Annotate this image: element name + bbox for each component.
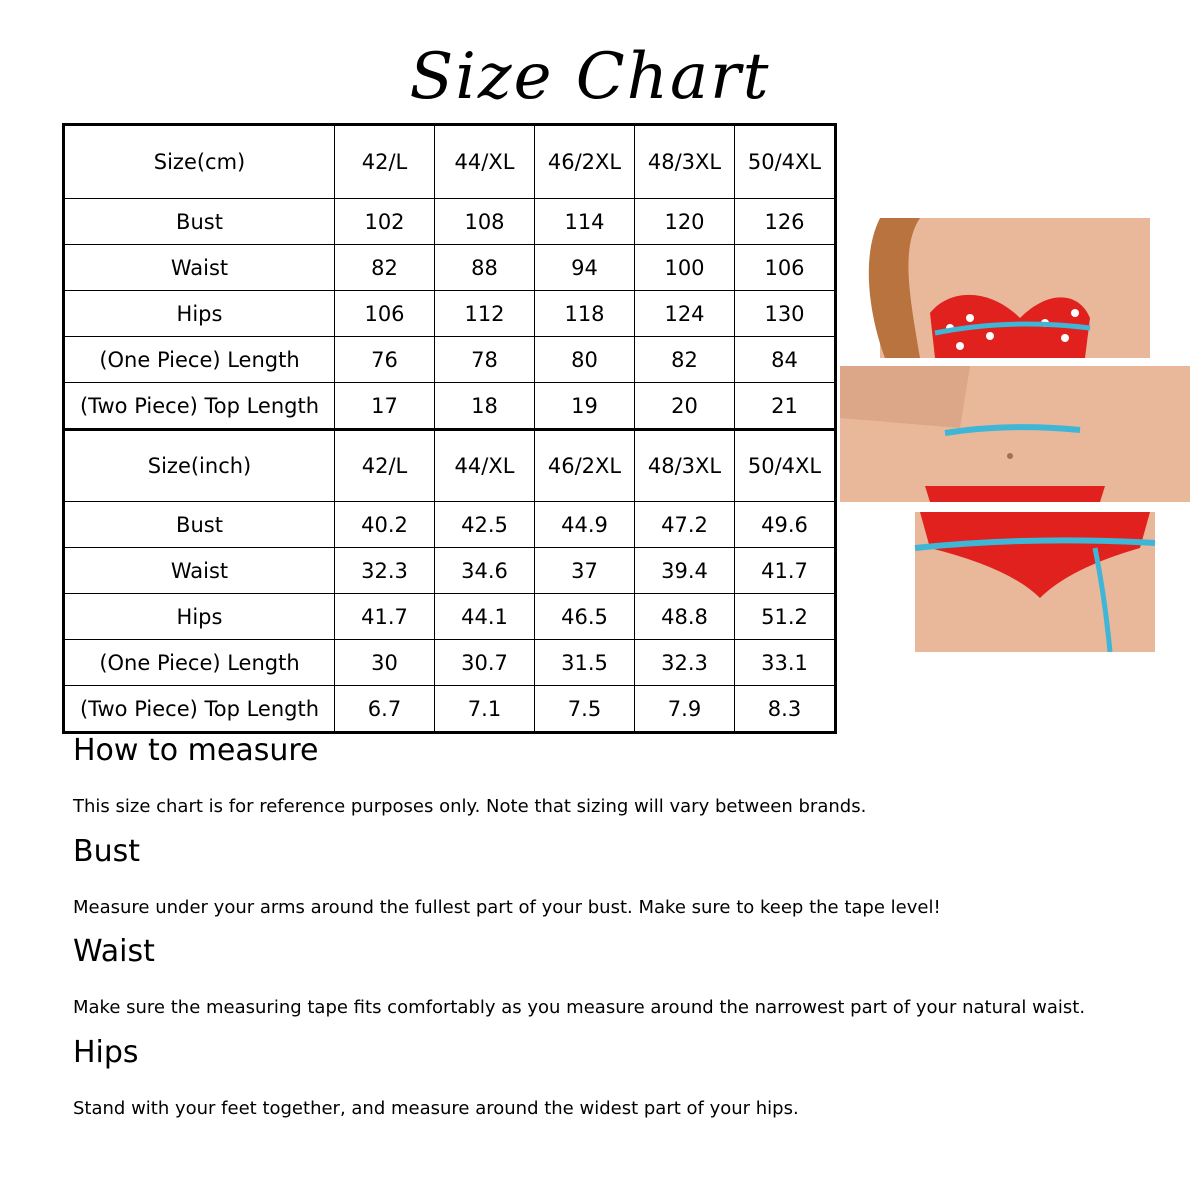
measurement-value: 7.9 [634, 685, 735, 733]
measurement-label: Waist [63, 244, 335, 291]
measurement-label: Waist [63, 547, 335, 594]
size-column-header: 42/L [334, 428, 435, 502]
measurement-label: (One Piece) Length [63, 336, 335, 383]
waist-heading: Waist [73, 934, 155, 969]
measurement-value: 30 [334, 639, 435, 686]
bust-text: Measure under your arms around the fulle… [73, 897, 941, 918]
hips-photo [914, 512, 1156, 653]
measurement-value: 84 [734, 336, 836, 383]
measurement-value: 18 [434, 382, 535, 430]
measurement-value: 48.8 [634, 593, 735, 640]
bust-heading: Bust [73, 834, 140, 869]
measurement-value: 34.6 [434, 547, 535, 594]
table-row: (Two Piece) Top Length 6.7 7.1 7.5 7.9 8.3 [63, 685, 836, 733]
measurement-value: 49.6 [734, 501, 836, 548]
measurement-label: Bust [63, 501, 335, 548]
measurement-value: 80 [534, 336, 635, 383]
measurement-label: Hips [63, 593, 335, 640]
measurement-value: 32.3 [634, 639, 735, 686]
model-illustration [840, 218, 1190, 653]
size-column-header: 46/2XL [534, 428, 635, 502]
size-column-header: 48/3XL [634, 428, 735, 502]
measurement-value: 76 [334, 336, 435, 383]
measurement-value: 7.5 [534, 685, 635, 733]
size-column-header: 44/XL [434, 124, 535, 199]
measurement-value: 41.7 [734, 547, 836, 594]
measurement-value: 51.2 [734, 593, 836, 640]
table-row: (One Piece) Length 76 78 80 82 84 [63, 336, 836, 383]
measurement-label: (Two Piece) Top Length [63, 382, 335, 430]
hips-heading: Hips [73, 1035, 139, 1070]
measurement-value: 108 [434, 198, 535, 245]
measurement-photo [840, 218, 1190, 653]
measurement-label: Bust [63, 198, 335, 245]
table-header-row: Size(inch) 42/L 44/XL 46/2XL 48/3XL 50/4XL [63, 428, 836, 502]
size-column-header: 42/L [334, 124, 435, 199]
size-column-header: 46/2XL [534, 124, 635, 199]
measurement-value: 88 [434, 244, 535, 291]
measurement-value: 82 [634, 336, 735, 383]
table-row: Bust 102 108 114 120 126 [63, 198, 836, 245]
measurement-value: 39.4 [634, 547, 735, 594]
table-row: Waist 82 88 94 100 106 [63, 244, 836, 291]
measurement-value: 102 [334, 198, 435, 245]
size-column-header: 48/3XL [634, 124, 735, 199]
measurement-label: (Two Piece) Top Length [63, 685, 335, 733]
measurement-value: 31.5 [534, 639, 635, 686]
measurement-value: 42.5 [434, 501, 535, 548]
measurement-value: 30.7 [434, 639, 535, 686]
measurement-value: 78 [434, 336, 535, 383]
measurement-value: 82 [334, 244, 435, 291]
measurement-value: 17 [334, 382, 435, 430]
measurement-value: 106 [734, 244, 836, 291]
measurement-value: 126 [734, 198, 836, 245]
waist-text: Make sure the measuring tape fits comfor… [73, 997, 1086, 1018]
size-table: Size(cm) 42/L 44/XL 46/2XL 48/3XL 50/4XL Bust 1… [62, 123, 837, 734]
measurement-value: 114 [534, 198, 635, 245]
table-header-row: Size(cm) 42/L 44/XL 46/2XL 48/3XL 50/4XL [63, 124, 836, 199]
measurement-value: 40.2 [334, 501, 435, 548]
measurement-value: 124 [634, 290, 735, 337]
table-row: (One Piece) Length 30 30.7 31.5 32.3 33.1 [63, 639, 836, 686]
measurement-value: 44.9 [534, 501, 635, 548]
hips-text: Stand with your feet together, and measu… [73, 1098, 799, 1119]
page-title: Size Chart [409, 40, 771, 114]
measurement-value: 94 [534, 244, 635, 291]
measurement-value: 120 [634, 198, 735, 245]
measurement-value: 41.7 [334, 593, 435, 640]
measurement-value: 130 [734, 290, 836, 337]
measurement-value: 37 [534, 547, 635, 594]
table-row: (Two Piece) Top Length 17 18 19 20 21 [63, 382, 836, 430]
unit-header: Size(cm) [63, 124, 335, 199]
measurement-value: 47.2 [634, 501, 735, 548]
measurement-value: 19 [534, 382, 635, 430]
table-row: Waist 32.3 34.6 37 39.4 41.7 [63, 547, 836, 594]
table-row: Hips 106 112 118 124 130 [63, 290, 836, 337]
measurement-value: 44.1 [434, 593, 535, 640]
measurement-label: (One Piece) Length [63, 639, 335, 686]
unit-header: Size(inch) [63, 428, 335, 502]
measurement-value: 32.3 [334, 547, 435, 594]
measurement-value: 6.7 [334, 685, 435, 733]
bust-photo [868, 218, 1150, 358]
waist-photo [840, 366, 1190, 502]
size-column-header: 44/XL [434, 428, 535, 502]
table-row: Hips 41.7 44.1 46.5 48.8 51.2 [63, 593, 836, 640]
measurement-value: 8.3 [734, 685, 836, 733]
measurement-value: 46.5 [534, 593, 635, 640]
how-to-measure-heading: How to measure [73, 733, 319, 768]
measurement-value: 20 [634, 382, 735, 430]
measurement-label: Hips [63, 290, 335, 337]
measurement-value: 112 [434, 290, 535, 337]
size-column-header: 50/4XL [734, 124, 836, 199]
measurement-value: 21 [734, 382, 836, 430]
table-row: Bust 40.2 42.5 44.9 47.2 49.6 [63, 501, 836, 548]
measurement-value: 33.1 [734, 639, 836, 686]
intro-text: This size chart is for reference purpose… [73, 796, 867, 817]
measurement-value: 100 [634, 244, 735, 291]
measurement-value: 118 [534, 290, 635, 337]
measurement-value: 106 [334, 290, 435, 337]
size-column-header: 50/4XL [734, 428, 836, 502]
measurement-value: 7.1 [434, 685, 535, 733]
